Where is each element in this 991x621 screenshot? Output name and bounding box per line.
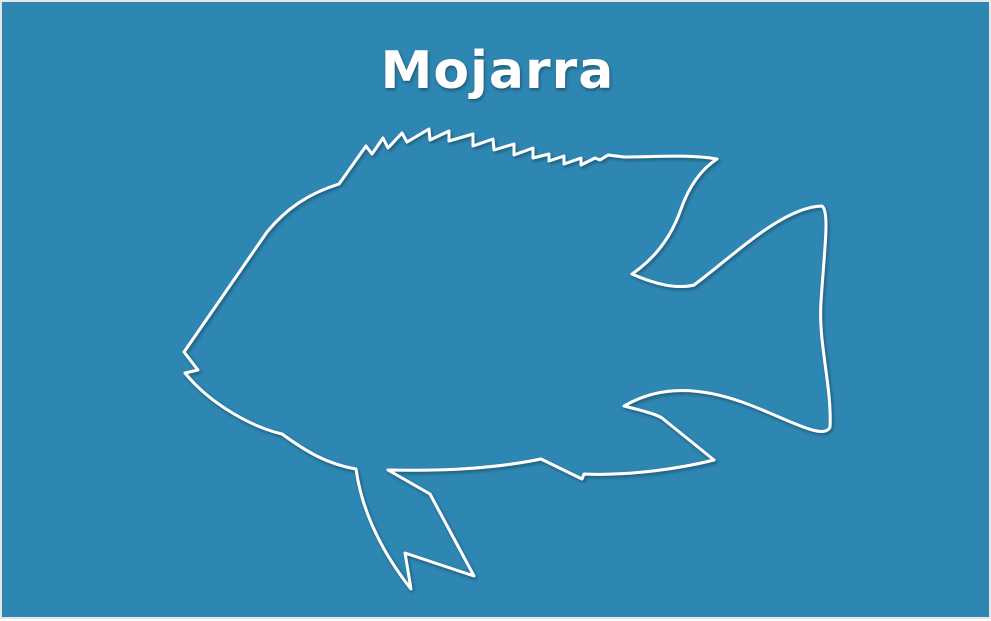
fish-outline-path xyxy=(184,129,830,589)
